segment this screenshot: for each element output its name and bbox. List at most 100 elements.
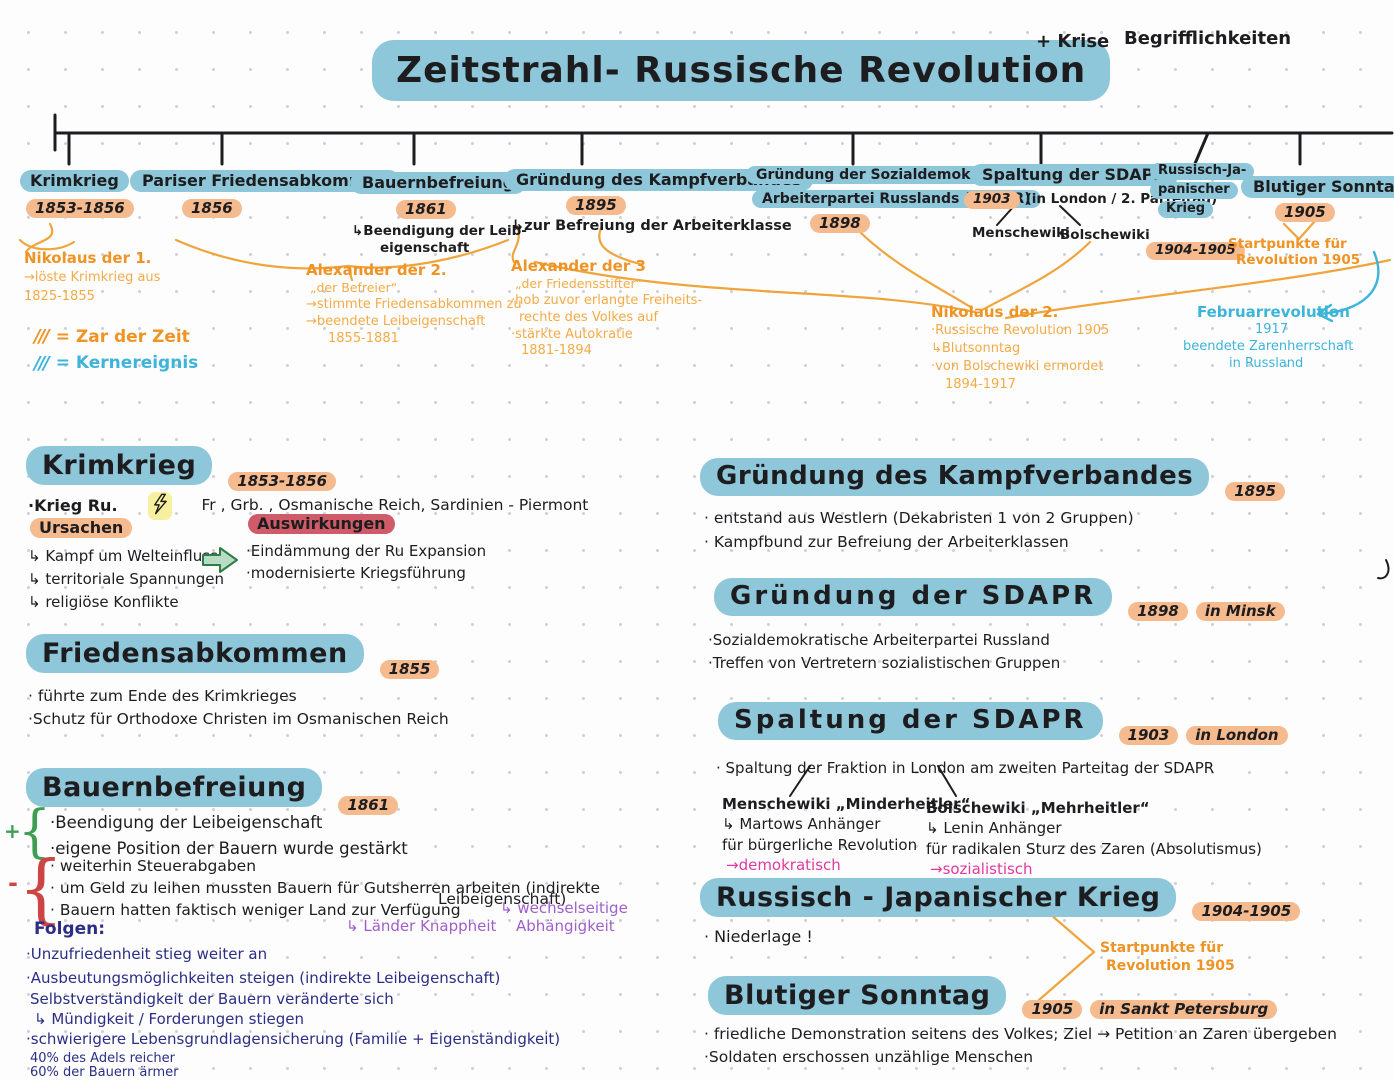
purple-note-abhaengigkeit: Abhängigkeit: [516, 917, 615, 935]
folgen-6: 40% des Adels reicher: [30, 1051, 176, 1066]
corner-note-begriffe: Begrifflichkeiten: [1124, 28, 1292, 49]
event-bauernbefreiung-note-1: ↳Beendigung der Leib-: [352, 223, 527, 239]
menschewiki-title: Menschewiki „Minderheitler“: [722, 795, 971, 813]
folgen-title: Folgen:: [34, 919, 106, 939]
event-blutiger-date: 1905: [1275, 203, 1335, 223]
event-russjap-krieg: Russisch-Ja- panischer Krieg: [1150, 163, 1255, 218]
tsar-alexander-2-line1: „der Befreier“: [310, 280, 398, 296]
plus-sign: +: [4, 819, 21, 843]
legend-kern-label: = Kernereignis: [55, 353, 199, 374]
bolschewiki-line-1: ↳ Lenin Anhänger: [926, 819, 1062, 838]
tsar-nikolaus-2-line2: ↳Blutsonntag: [931, 341, 1021, 357]
spaltung-bullet-1: · Spaltung der Fraktion in London am zwe…: [716, 759, 1215, 777]
russjap-side-note-2: Revolution 1905: [1106, 958, 1235, 974]
section-russjap-heading-row: Russisch - Japanischer Krieg 1904-1905: [700, 878, 1301, 922]
section-kampfverband-heading-row: Gründung des Kampfverbandes 1895: [700, 458, 1285, 502]
section-blutiger-heading-row: Blutiger Sonntag 1905 in Sankt Petersbur…: [708, 976, 1278, 1020]
event-kampfverband-note: ↳zur Befreiung der Arbeiterklasse: [512, 218, 792, 234]
zar-strokes-icon: ///: [34, 326, 50, 347]
timeline-axis: [53, 113, 1394, 168]
plus-brace-icon: {: [18, 799, 52, 865]
russjap-side-note-1: Startpunkte für: [1100, 940, 1224, 956]
purple-note-wechselseitige: ↳ wechselseitige: [500, 899, 628, 917]
folgen-1: ·Unzufriedenheit stieg weiter an: [26, 945, 268, 963]
ursachen-bullet-3: ↳ religiöse Konflikte: [28, 593, 179, 611]
auswirkungen-title: Auswirkungen: [248, 514, 395, 535]
tsar-nikolaus-1-name: Nikolaus der 1.: [24, 249, 152, 267]
blutiger-bullet-2: ·Soldaten erschossen unzählige Menschen: [704, 1048, 1034, 1066]
event-spaltung-branch-bolschewiki: Bolschewiki: [1060, 227, 1150, 243]
bauern-plus-1: ·Beendigung der Leibeigenschaft: [50, 813, 323, 832]
legend-zar-row: /// = Zar der Zeit: [34, 326, 198, 348]
blutiger-bullet-1: · friedliche Demonstration seitens des V…: [704, 1025, 1337, 1043]
folgen-4: ↳ Mündigkeit / Forderungen stiegen: [34, 1010, 304, 1028]
section-krimkrieg-heading-row: Krimkrieg 1853-1856: [26, 446, 337, 492]
spaltung-section-date: 1903: [1118, 726, 1179, 746]
event-bauernbefreiung-note-2: eigenschaft: [380, 240, 470, 256]
kampfverband-bullet-1: · entstand aus Westlern (Dekabristen 1 v…: [704, 509, 1134, 527]
bauern-minus-2: · um Geld zu leihen mussten Bauern für G…: [50, 879, 600, 897]
februarrevolution-line1: Februarrevolution: [1197, 303, 1350, 321]
folgen-3: Selbstverständigkeit der Bauern veränder…: [30, 990, 394, 1008]
krimkrieg-war-parties-right: Fr , Grb. , Osmanische Reich, Sardinien …: [201, 496, 589, 515]
arrow-right-icon: [200, 544, 240, 580]
menschewiki-block: Menschewiki „Minderheitler“ ↳ Martows An…: [722, 795, 971, 874]
section-bauernbefreiung-heading-row: Bauernbefreiung 1861: [26, 768, 399, 816]
tsar-alexander-2: Alexander der 2. „der Befreier“ →stimmte…: [306, 261, 522, 346]
corner-note-krise: + Krise: [1036, 31, 1110, 52]
event-kampfverband: Gründung des Kampfverbandes: [504, 169, 814, 192]
bolschewiki-title: Bolschewiki „Mehrheitler“: [926, 799, 1150, 817]
kernereignis-strokes-icon: ///: [34, 352, 50, 374]
folgen-2: ·Ausbeutungsmöglichkeiten steigen (indir…: [26, 969, 501, 987]
section-sdapr-heading-row: Gründung der SDAPR 1898 in Minsk: [714, 578, 1285, 622]
friedensabkommen-section-date: 1855: [379, 660, 440, 680]
event-russjap-date: 1904-1905: [1146, 242, 1245, 260]
section-friedensabkommen-heading-row: Friedensabkommen 1855: [26, 634, 440, 680]
tsar-nikolaus-2-line1: ·Russische Revolution 1905: [931, 323, 1110, 339]
friedensabkommen-section-title: Friedensabkommen: [26, 634, 364, 674]
blutiger-section-location: in Sankt Petersburg: [1090, 1000, 1278, 1020]
tsar-nikolaus-1-years: 1825-1855: [24, 289, 95, 305]
krimkrieg-section-date: 1853-1856: [228, 472, 337, 492]
krimkrieg-section-title: Krimkrieg: [26, 446, 213, 486]
tsar-nikolaus-2: Nikolaus der 2. ·Russische Revolution 19…: [931, 303, 1110, 393]
folgen-7: 60% der Bauern ärmer: [30, 1065, 179, 1080]
spaltung-section-location: in London: [1186, 726, 1288, 746]
sdapr-bullet-1: ·Sozialdemokratische Arbeiterpartei Russ…: [708, 631, 1050, 649]
tsar-nikolaus-2-line3: ·von Bolschewiki ermordet: [931, 359, 1104, 375]
februarrevolution-note: Februarrevolution 1917 beendete Zarenher…: [1183, 303, 1353, 372]
event-russjap-line3: Krieg: [1158, 200, 1214, 218]
bauern-minus-3: · Bauern hatten faktisch weniger Land zu…: [50, 901, 461, 919]
lightning-icon: [147, 492, 172, 521]
tsar-alexander-3-line3: rechte des Volkes auf: [519, 309, 659, 325]
event-spaltung-sdapr: Spaltung der SDAPR: [970, 164, 1178, 187]
bauernbefreiung-section-title: Bauernbefreiung: [26, 768, 323, 808]
tsar-alexander-3: Alexander der 3 „der Friedensstifter“ ·h…: [511, 257, 703, 359]
tsar-alexander-2-years: 1855-1881: [328, 330, 399, 346]
legend-kern-row: /// = Kernereignis: [34, 352, 199, 375]
tsar-alexander-2-name: Alexander der 2.: [306, 261, 447, 279]
menschewiki-line-2: für bürgerliche Revolution: [722, 835, 918, 854]
event-kampfverband-date: 1895: [566, 196, 626, 216]
minus-brace-icon: {: [18, 843, 64, 933]
event-krimkrieg-date: 1853-1856: [26, 199, 134, 219]
russjap-section-date: 1904-1905: [1192, 902, 1301, 922]
event-spaltung-branch-menschewiki: Menschewiki: [972, 225, 1070, 241]
sdapr-section-title: Gründung der SDAPR: [714, 578, 1113, 616]
legend-zar-label: = Zar der Zeit: [55, 326, 190, 347]
tsar-alexander-3-line2: ·hob zuvor erlangte Freiheits-: [511, 292, 703, 308]
krimkrieg-war-line: ·Krieg Ru. Fr , Grb. , Osmanische Reich,…: [28, 492, 589, 521]
tsar-alexander-2-line3: →beendete Leibeigenschaft: [306, 313, 486, 329]
event-krimkrieg: Krimkrieg: [20, 170, 129, 193]
krimkrieg-war-parties-left: ·Krieg Ru.: [28, 496, 118, 515]
tsar-nikolaus-1: Nikolaus der 1. →löste Krimkrieg aus 182…: [24, 249, 160, 305]
tsar-alexander-3-name: Alexander der 3: [511, 257, 646, 275]
event-pariser-friedensabkommen: Pariser Friedensabkommen: [130, 170, 400, 193]
event-bauernbefreiung: Bauernbefreiung: [350, 172, 527, 195]
ursachen-bullet-1: ↳ Kampf um Welteinfluss: [28, 547, 218, 565]
menschewiki-tag: →demokratisch: [726, 855, 841, 874]
ursachen-bullet-2: ↳ territoriale Spannungen: [28, 570, 224, 588]
kampfverband-bullet-2: · Kampfbund zur Befreiung der Arbeiterkl…: [704, 533, 1069, 551]
februarrevolution-line4: in Russland: [1229, 356, 1304, 372]
